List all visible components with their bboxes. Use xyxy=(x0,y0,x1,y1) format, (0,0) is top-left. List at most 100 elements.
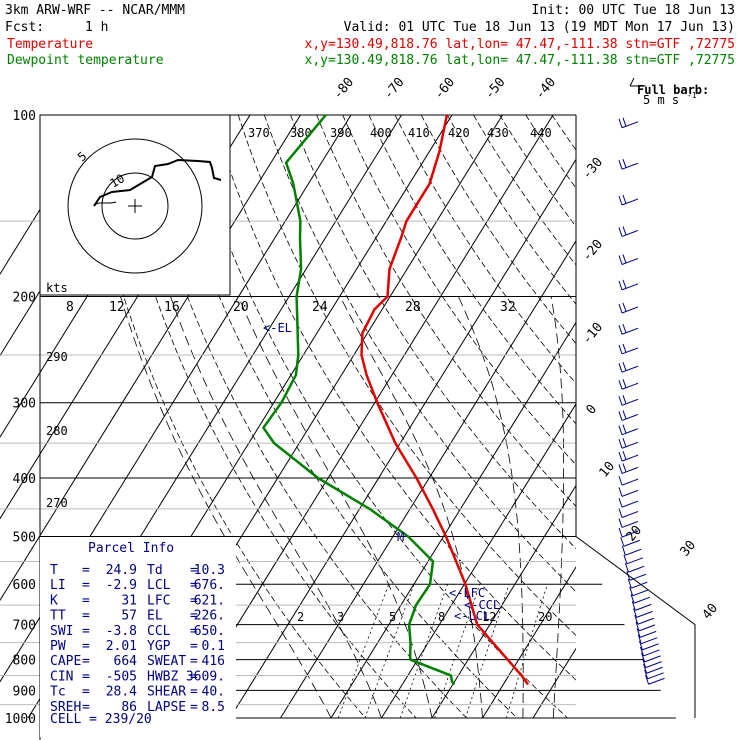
dry-adiabat xyxy=(551,115,576,151)
parcel-info-cell-text: LAPSE xyxy=(147,700,186,715)
plot-frame-right xyxy=(575,115,696,718)
parcel-info-bg xyxy=(40,537,236,737)
wind-barb-flag xyxy=(645,675,650,685)
wind-barb-shaft xyxy=(635,603,652,611)
wind-barb-shaft xyxy=(621,283,639,291)
wind-barb-flag xyxy=(638,640,643,651)
wind-barb-flag xyxy=(641,652,646,663)
wind-barb-shaft xyxy=(623,539,640,547)
dry-adiabat xyxy=(263,115,576,593)
parcel-info-cell-text: Tc xyxy=(50,685,66,700)
wind-barb-flag xyxy=(618,425,623,435)
moist-adiabat xyxy=(550,296,564,719)
parcel-info-cell-text: = xyxy=(190,654,198,669)
parcel-info-cell-text: 10.3 xyxy=(194,563,225,578)
dry-adiabat xyxy=(342,115,576,466)
parcel-info-cell-text: = xyxy=(82,669,90,684)
hodograph-ring-outer xyxy=(67,138,203,274)
wind-barb-flag xyxy=(622,279,627,289)
wind-barb-shaft xyxy=(637,617,654,625)
wind-barb-shaft xyxy=(621,327,639,335)
wind-barb-flag xyxy=(622,379,627,388)
theta-label: 430 xyxy=(487,126,509,140)
wind-barb-shaft xyxy=(647,672,664,680)
wind-barb-shaft xyxy=(648,677,665,685)
parcel-info-cell-text: LFC xyxy=(147,593,170,608)
hodograph: 5 10 xyxy=(39,114,231,296)
theta-label: 370 xyxy=(248,126,270,140)
parcel-info-cell-text: 40. xyxy=(202,685,225,700)
wind-barb-shaft xyxy=(621,347,639,355)
parcel-info-cell-text: 24.9 xyxy=(106,563,137,578)
parcel-info-cell-text: SWEAT xyxy=(147,654,186,669)
wind-barb-flag xyxy=(626,571,631,581)
left-theta-label: 290 xyxy=(46,350,68,364)
speed-label-28: 28 xyxy=(405,300,421,315)
parcel-info-cell-text: SWI xyxy=(50,624,73,639)
parcel-info-cell-text: Td xyxy=(147,563,163,578)
wind-barb-shaft xyxy=(644,655,661,663)
valid-time: Valid: 01 UTC Tue 18 Jun 13 (19 MDT Mon … xyxy=(344,20,735,35)
wind-barb-flag xyxy=(622,410,627,420)
isotherm xyxy=(330,321,576,719)
theta-label: 380 xyxy=(290,126,312,140)
wind-barb-shaft xyxy=(621,441,639,449)
moist-adiabat xyxy=(237,296,433,719)
parcel-info-cell-text: -3.8 xyxy=(106,624,137,639)
speed-label-8: 8 xyxy=(66,300,74,315)
wind-barb-flag xyxy=(618,118,623,128)
wind-barb-shaft xyxy=(642,643,659,651)
pressure-tick-label: 900 xyxy=(13,684,36,699)
dry-adiabat xyxy=(237,115,576,636)
temperature-line xyxy=(360,114,530,686)
parcel-info-cell-text: 416 xyxy=(202,654,225,669)
wind-barb-flag xyxy=(618,411,623,421)
parcel-info-cell-text: LI xyxy=(50,578,66,593)
wind-barb-shaft xyxy=(621,454,639,462)
temperature-tick-top: -60 xyxy=(432,75,459,103)
wind-barb-shaft xyxy=(646,666,663,674)
temperature-tick-right: -20 xyxy=(580,237,607,265)
wind-barb-flag xyxy=(618,518,623,528)
theta-label: 400 xyxy=(370,126,392,140)
wind-barb-flag xyxy=(618,255,623,265)
wind-barb-shaft xyxy=(621,365,639,373)
wind-barb-shaft xyxy=(641,637,658,645)
m-marker: M xyxy=(397,530,404,544)
barb-key-value: 5 m s xyxy=(643,93,679,107)
wind-barb-flag xyxy=(618,227,623,237)
parcel-info-cell-text: -505 xyxy=(106,669,137,684)
wind-barb-shaft xyxy=(621,511,639,518)
temperature-tick-right: 20 xyxy=(624,523,646,545)
parcel-info-cell: CELL = 239/20 xyxy=(50,712,152,727)
parcel-info-cell-text: 0.1 xyxy=(202,639,225,654)
wind-barb-shaft xyxy=(643,649,660,657)
temperature-tick-top: -80 xyxy=(331,75,358,103)
speed-label-24: 24 xyxy=(312,300,328,315)
wind-barb-shaft xyxy=(621,258,639,265)
theta-label: 410 xyxy=(408,126,430,140)
sounding-profiles xyxy=(262,114,530,686)
parcel-info-cell-text: K xyxy=(50,593,58,608)
parcel-info-cell-text: PW xyxy=(50,639,66,654)
temperature-tick-right: 0 xyxy=(584,402,601,418)
dewpoint-line xyxy=(262,114,456,686)
kts-label: kts xyxy=(46,281,68,295)
wind-barb-flag xyxy=(618,380,623,390)
parcel-info-cell-text: = xyxy=(82,700,90,715)
wind-barb-flag xyxy=(622,463,627,473)
wind-barb-shaft xyxy=(621,413,639,421)
wind-barb-flag xyxy=(627,578,632,589)
temperature-tick-right: -10 xyxy=(580,320,607,348)
parcel-info-cell-text: = xyxy=(190,700,198,715)
legend-dewpoint-name: Dewpoint temperature xyxy=(7,53,164,68)
parcel-info-cell-text: 86 xyxy=(121,700,137,715)
isotherm xyxy=(179,115,554,719)
el-marker: <-EL xyxy=(263,321,292,335)
wind-barb-shaft xyxy=(621,489,639,497)
wind-barb-flag xyxy=(622,450,627,460)
parcel-info-cell-text: T xyxy=(50,563,58,578)
mixing-ratio-label: 2 xyxy=(297,610,304,624)
wind-barb-flag xyxy=(618,508,623,518)
wind-barb-flag xyxy=(630,594,635,604)
